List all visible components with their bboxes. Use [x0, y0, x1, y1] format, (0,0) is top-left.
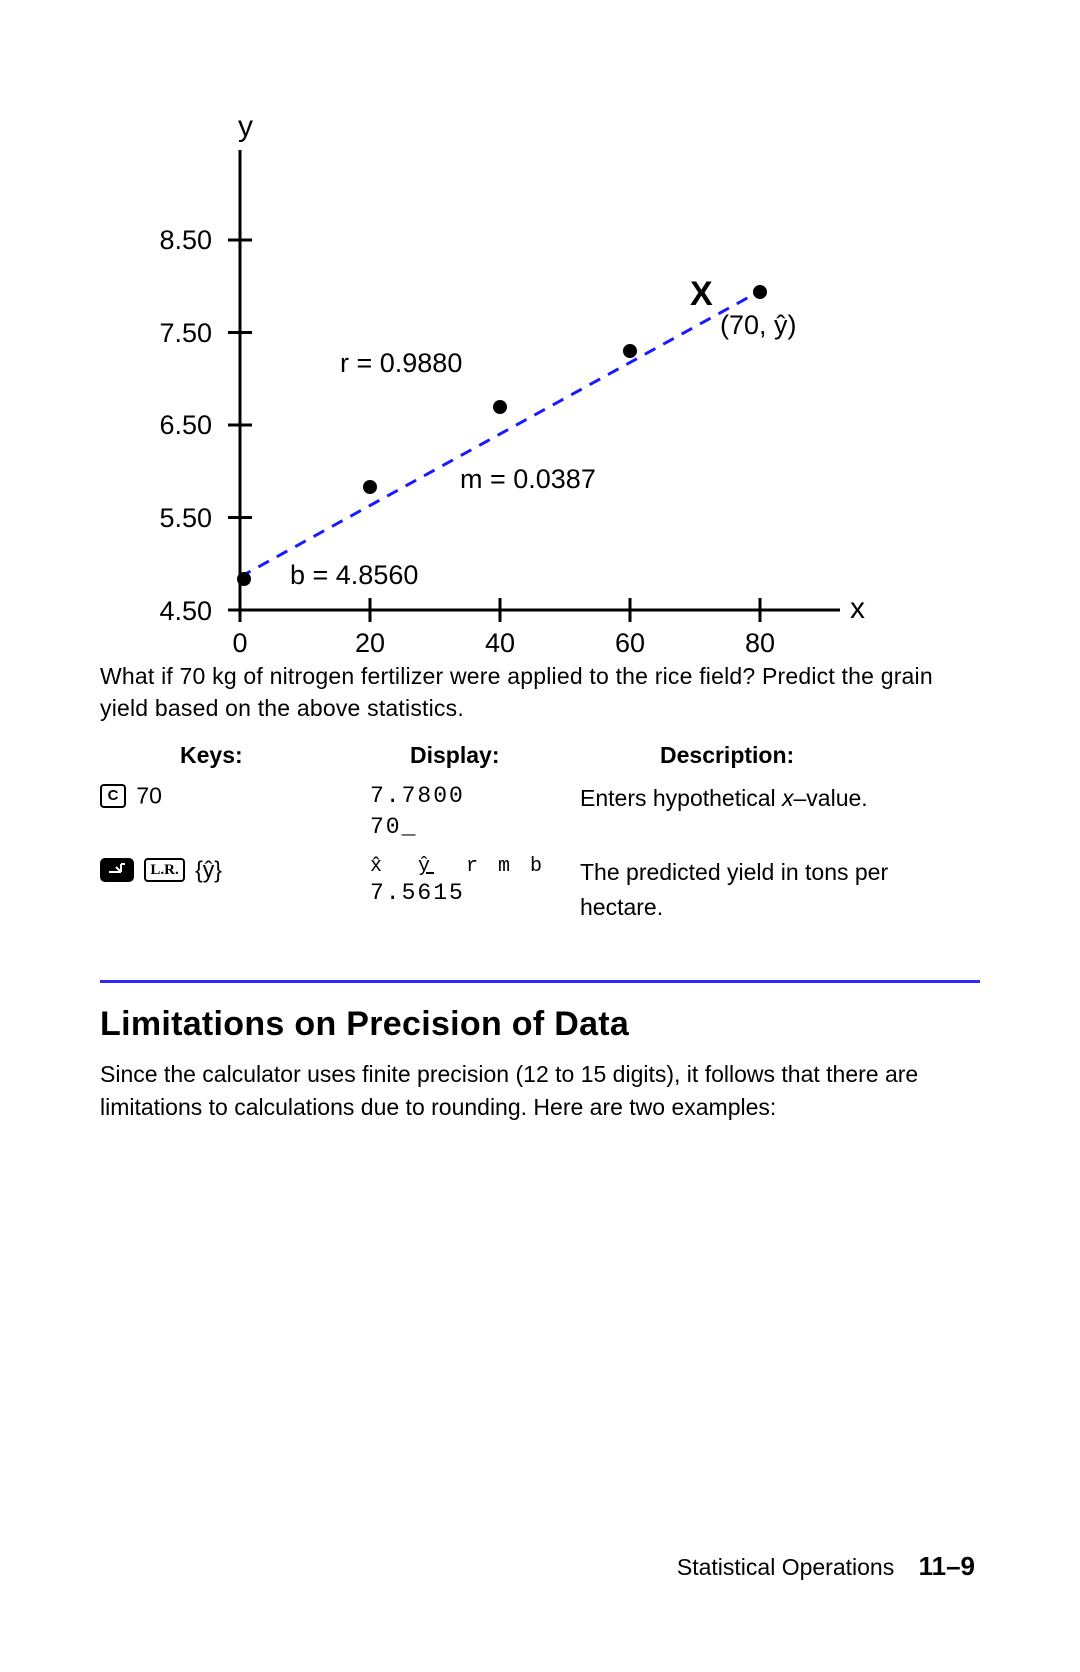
- data-point: [493, 400, 507, 414]
- shift-key-icon: [100, 858, 134, 882]
- chapter-name: Statistical Operations: [677, 1554, 894, 1580]
- prediction-marker: X: [690, 275, 713, 313]
- ytick-4: 8.50: [159, 225, 212, 255]
- ytick-2: 6.50: [159, 410, 212, 440]
- y-axis-label: y: [238, 110, 253, 143]
- x-axis-label: x: [850, 592, 865, 625]
- section-rule: [100, 980, 980, 983]
- xtick-1: 20: [355, 628, 385, 658]
- r-annotation: r = 0.9880: [340, 348, 462, 378]
- header-keys: Keys:: [100, 742, 370, 769]
- table-row: C 70 7.7800 70_ Enters hypothetical x–va…: [100, 775, 920, 849]
- desc-text: x: [782, 785, 794, 811]
- desc-text: The predicted yield in tons per hectare.: [580, 855, 920, 924]
- page-footer: Statistical Operations 11–9: [677, 1551, 975, 1582]
- ytick-3: 7.50: [159, 318, 212, 348]
- ytick-0: 4.50: [159, 596, 212, 626]
- section-paragraph: Since the calculator uses finite precisi…: [100, 1058, 980, 1122]
- desc-text: Enters hypothetical: [580, 785, 782, 811]
- data-point: [363, 480, 377, 494]
- xtick-2: 40: [485, 628, 515, 658]
- prediction-label: (70, ŷ): [720, 310, 797, 340]
- ytick-1: 5.50: [159, 503, 212, 533]
- menu-label: {ŷ}: [195, 857, 222, 883]
- data-point: [753, 285, 767, 299]
- c-key-icon: C: [100, 784, 126, 808]
- b-annotation: b = 4.8560: [290, 560, 418, 590]
- display-line: 7.7800: [370, 781, 580, 812]
- xtick-3: 60: [615, 628, 645, 658]
- data-point: [623, 344, 637, 358]
- xtick-4: 80: [745, 628, 775, 658]
- data-point: [237, 572, 251, 586]
- regression-chart: 4.50 5.50 6.50 7.50 8.50 0 20 40 60 80 y…: [100, 100, 980, 660]
- section-heading: Limitations on Precision of Data: [100, 1005, 980, 1044]
- header-display: Display:: [370, 742, 580, 769]
- page-number: 11–9: [919, 1551, 975, 1581]
- keystroke-table: Keys: Display: Description: C 70 7.7800 …: [100, 742, 920, 930]
- display-line: 70_: [370, 812, 580, 843]
- question-paragraph: What if 70 kg of nitrogen fertilizer wer…: [100, 660, 980, 724]
- display-line: 7.5615: [370, 878, 580, 909]
- key-input-value: 70: [136, 783, 162, 809]
- desc-text: –value.: [794, 785, 868, 811]
- lr-key-icon: L.R.: [144, 858, 184, 882]
- table-row: L.R. {ŷ} x̂ ŷ r m b 7.5615 The predicte…: [100, 849, 920, 930]
- header-description: Description:: [580, 742, 920, 769]
- display-annunciator: x̂ ŷ r m b: [370, 855, 580, 878]
- m-annotation: m = 0.0387: [460, 464, 596, 494]
- regression-line: [240, 291, 760, 577]
- xtick-0: 0: [232, 628, 247, 658]
